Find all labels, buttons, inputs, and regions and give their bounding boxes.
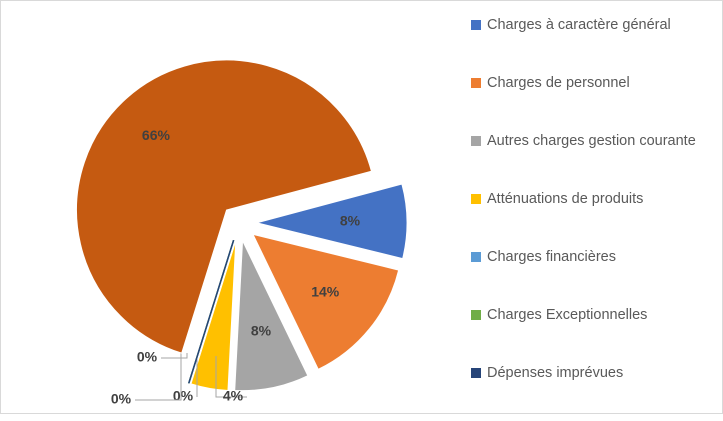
legend-item: Charges à caractère général xyxy=(471,15,716,73)
legend: Charges à caractère général Charges de pe… xyxy=(471,15,716,421)
leader-line xyxy=(161,353,188,359)
legend-item: Charges de personnel xyxy=(471,73,716,131)
legend-label: Charges financières xyxy=(487,249,616,265)
data-label: 8% xyxy=(251,323,272,339)
leader-line xyxy=(215,356,247,398)
legend-label: Atténuations de produits xyxy=(487,191,644,207)
legend-item: Charges financières xyxy=(471,247,716,305)
pie-slice xyxy=(256,183,408,260)
legend-label: Charges à caractère général xyxy=(487,17,671,33)
pie-slice xyxy=(234,240,309,392)
data-label: 66% xyxy=(142,127,171,143)
legend-item: Autres charges gestion courante xyxy=(471,131,716,189)
legend-item: Dépenses imprévues xyxy=(471,363,716,421)
pie-slice xyxy=(190,240,237,392)
data-label: 0% xyxy=(173,388,194,404)
legend-label: Charges Exceptionnelles xyxy=(487,307,648,323)
pie-slice xyxy=(76,59,373,354)
legend-label: Charges de personnel xyxy=(487,75,630,91)
legend-swatch xyxy=(471,194,481,204)
legend-swatch xyxy=(471,368,481,378)
data-label: 0% xyxy=(111,391,132,407)
pie-slice xyxy=(188,239,235,384)
pie-slice xyxy=(252,233,400,371)
legend-label: Dépenses imprévues xyxy=(487,365,624,381)
legend-swatch xyxy=(471,310,481,320)
data-label: 14% xyxy=(311,284,340,300)
legend-swatch xyxy=(471,78,481,88)
data-label: 0% xyxy=(137,349,158,365)
pie-plot: 8% 14% 8% 4% 0% 0% 0% 66% xyxy=(76,59,408,407)
data-label: 4% xyxy=(223,388,244,404)
legend-item: Atténuations de produits xyxy=(471,189,716,247)
leader-line xyxy=(135,353,182,401)
legend-swatch xyxy=(471,20,481,30)
data-label: 8% xyxy=(340,213,361,229)
legend-item: Charges Exceptionnelles xyxy=(471,305,716,363)
legend-swatch xyxy=(471,136,481,146)
legend-label: Autres charges gestion courante xyxy=(487,133,696,149)
legend-swatch xyxy=(471,252,481,262)
